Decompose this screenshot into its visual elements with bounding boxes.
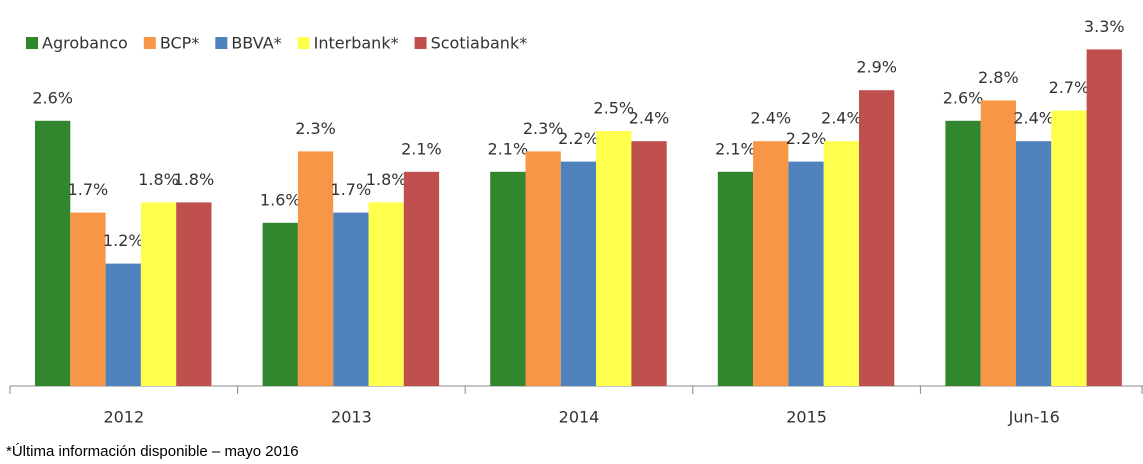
- bar: [788, 161, 824, 386]
- bar: [717, 171, 754, 386]
- bar: [560, 161, 597, 386]
- bar: [403, 171, 440, 386]
- data-label: 2.6%: [32, 88, 73, 107]
- legend-label: BCP*: [160, 34, 200, 53]
- legend-label: Agrobanco: [42, 34, 128, 53]
- bar: [980, 100, 1016, 387]
- data-label: 2.3%: [295, 119, 336, 138]
- data-label: 1.2%: [103, 231, 144, 250]
- legend-label: Interbank*: [314, 34, 399, 53]
- data-label: 2.4%: [750, 109, 791, 128]
- data-label: 1.8%: [366, 170, 407, 189]
- data-label: 2.1%: [401, 139, 442, 158]
- x-tick-label: 2015: [786, 408, 827, 427]
- data-label: 2.4%: [629, 109, 670, 128]
- bar: [368, 202, 404, 386]
- bar: [945, 120, 981, 387]
- x-tick-label: 2012: [103, 408, 144, 427]
- data-label: 3.3%: [1084, 17, 1125, 36]
- bar: [176, 202, 212, 386]
- footnote: *Última información disponible – mayo 20…: [6, 443, 299, 460]
- x-tick-label: 2013: [331, 408, 372, 427]
- bar: [525, 151, 561, 386]
- legend-swatch: [215, 37, 228, 49]
- legend-swatch: [414, 37, 427, 49]
- legend-label: BBVA*: [231, 34, 281, 53]
- data-label: 1.8%: [138, 170, 179, 189]
- bar: [140, 202, 177, 386]
- data-label: 2.9%: [856, 58, 897, 77]
- data-label: 1.8%: [174, 170, 215, 189]
- data-label: 1.7%: [331, 180, 372, 199]
- bar: [596, 131, 632, 386]
- legend-label: Scotiabank*: [431, 34, 528, 53]
- bar: [262, 222, 298, 386]
- data-label: 2.2%: [786, 129, 827, 148]
- bar: [490, 171, 526, 386]
- bar: [105, 263, 141, 386]
- bar: [753, 141, 789, 386]
- data-label: 2.6%: [943, 88, 984, 107]
- legend-swatch: [297, 37, 310, 49]
- data-label: 2.7%: [1049, 78, 1090, 97]
- bar: [1016, 141, 1052, 386]
- bar: [297, 151, 334, 386]
- bar: [1051, 110, 1087, 386]
- data-label: 2.1%: [715, 139, 756, 158]
- legend-swatch: [143, 37, 156, 49]
- data-label: 1.7%: [68, 180, 109, 199]
- data-label: 2.8%: [978, 68, 1019, 87]
- data-label: 2.4%: [1013, 109, 1054, 128]
- legend-swatch: [26, 37, 38, 49]
- bar: [823, 141, 859, 386]
- data-label: 2.5%: [593, 99, 634, 118]
- bar: [333, 212, 369, 386]
- bar: [35, 120, 71, 387]
- data-label: 2.4%: [821, 109, 862, 128]
- data-label: 2.1%: [488, 139, 529, 158]
- bar: [70, 212, 106, 386]
- data-label: 2.2%: [558, 129, 599, 148]
- data-label: 2.3%: [523, 119, 564, 138]
- x-tick-label: Jun-16: [1008, 408, 1060, 427]
- data-label: 1.6%: [260, 190, 301, 209]
- bar: [631, 141, 667, 386]
- bar: [859, 90, 895, 386]
- bar: [1086, 49, 1122, 387]
- x-tick-label: 2014: [559, 408, 600, 427]
